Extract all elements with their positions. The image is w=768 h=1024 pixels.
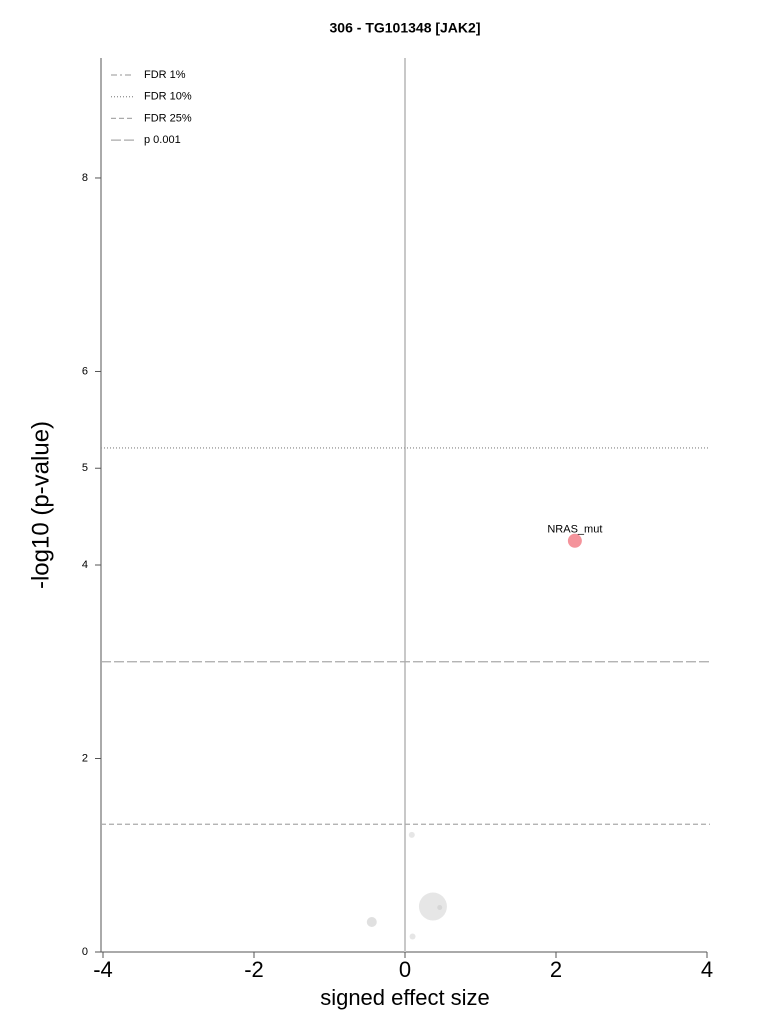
y-tick-label: 2 (82, 752, 88, 764)
y-tick-label: 5 (82, 462, 88, 474)
point-label: NRAS_mut (547, 524, 602, 536)
data-point (418, 892, 447, 921)
x-tick-label: -4 (93, 957, 113, 982)
x-tick-label: 4 (701, 957, 713, 982)
y-tick-label: 8 (82, 172, 88, 184)
data-point (409, 933, 416, 940)
legend-label: FDR 10% (144, 91, 192, 103)
data-point (567, 533, 582, 548)
chart-title: 306 - TG101348 [JAK2] (330, 20, 481, 36)
data-point (366, 917, 377, 928)
data-point (437, 904, 443, 910)
data-point (408, 831, 415, 838)
y-tick-label: 0 (82, 946, 88, 958)
y-axis-label: -log10 (p-value) (27, 421, 54, 589)
x-tick-label: 2 (550, 957, 562, 982)
legend-label: FDR 25% (144, 112, 192, 124)
y-tick-label: 4 (82, 559, 88, 571)
y-tick-label: 6 (82, 365, 88, 377)
x-axis-label: signed effect size (320, 985, 490, 1010)
x-tick-label: 0 (399, 957, 411, 982)
legend-label: p 0.001 (144, 134, 181, 146)
legend-label: FDR 1% (144, 69, 186, 81)
x-tick-label: -2 (244, 957, 264, 982)
